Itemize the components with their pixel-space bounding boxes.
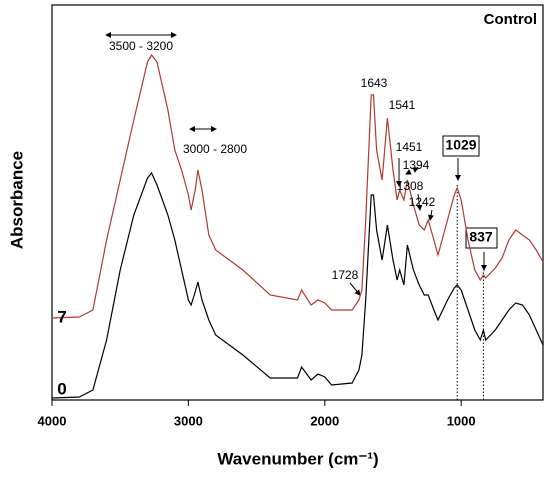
x-tick-label: 2000	[310, 413, 339, 428]
plot-frame	[51, 4, 544, 401]
peak-annotation: 1029	[445, 137, 476, 153]
annotation-box	[465, 227, 498, 249]
chart-title: Control	[484, 11, 537, 28]
y-axis-label: Absorbance	[7, 151, 26, 249]
spectrum-line	[51, 171, 544, 399]
peak-annotation: 837	[469, 229, 493, 245]
peak-annotation: 1541	[389, 98, 416, 112]
peak-annotation: 1242	[409, 195, 436, 209]
x-axis-label: Wavenumber (cm⁻¹)	[217, 449, 378, 468]
peak-annotation: 1451	[396, 140, 423, 154]
peak-annotation: 1643	[361, 76, 388, 90]
x-tick-label: 3000	[174, 413, 203, 428]
x-tick-label: 1000	[447, 413, 476, 428]
peak-annotation: 1728	[332, 268, 359, 282]
annotation-arrows	[105, 32, 487, 296]
series-label: 7	[57, 307, 66, 326]
peak-annotation: 3000 - 2800	[183, 142, 247, 156]
x-tick-label: 4000	[38, 413, 67, 428]
peak-annotation: 1394	[403, 158, 430, 172]
peak-annotation: 1308	[397, 179, 424, 193]
spectrum-line	[51, 53, 544, 319]
series-label: 0	[57, 379, 66, 398]
annotation-box	[442, 135, 480, 157]
peak-annotation: 3500 - 3200	[109, 39, 173, 53]
